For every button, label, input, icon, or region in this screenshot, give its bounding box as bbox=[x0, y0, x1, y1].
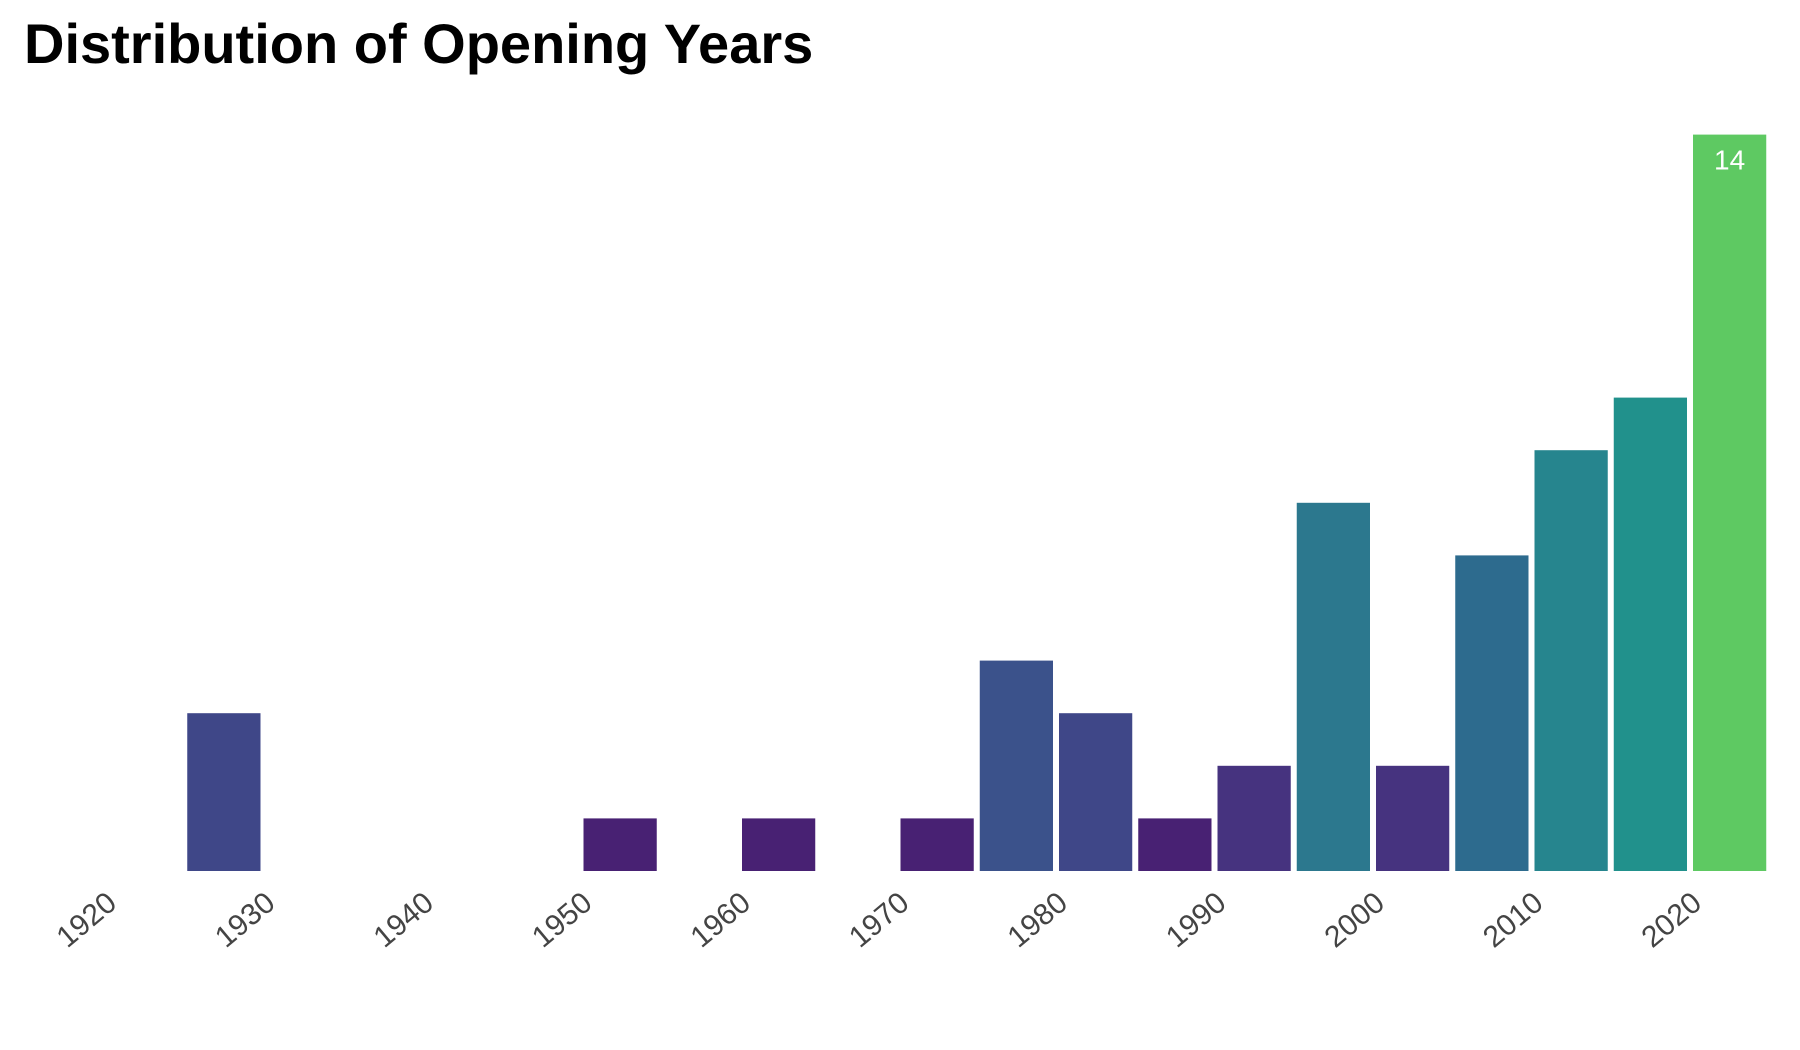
x-tick-label-2000: 2000 bbox=[1319, 886, 1391, 954]
bar-2020 bbox=[1693, 134, 1767, 872]
x-tick-label-1920: 1920 bbox=[51, 886, 123, 954]
x-tick-label-2010: 2010 bbox=[1477, 886, 1549, 954]
bar-2015 bbox=[1613, 397, 1687, 871]
x-tick-label-1940: 1940 bbox=[368, 886, 440, 954]
bar-1960 bbox=[742, 818, 816, 871]
data-label-2020: 14 bbox=[1714, 145, 1745, 176]
x-axis-ticks: 1920 1930 1940 1950 1960 1970 1980 1990 2000 2010… bbox=[51, 886, 1708, 954]
x-tick-label-1960: 1960 bbox=[685, 886, 757, 954]
data-labels-group: 14 bbox=[1714, 145, 1745, 176]
x-tick-label-1970: 1970 bbox=[843, 886, 915, 954]
x-tick-label-1980: 1980 bbox=[1002, 886, 1074, 954]
bar-1995 bbox=[1296, 502, 1370, 871]
x-tick-label-1930: 1930 bbox=[209, 886, 281, 954]
bar-1980 bbox=[1059, 713, 1133, 871]
bar-1925 bbox=[187, 713, 261, 871]
bars-group bbox=[187, 134, 1767, 872]
bar-2000 bbox=[1376, 765, 1450, 871]
bar-2005 bbox=[1455, 555, 1529, 871]
bar-1950 bbox=[583, 818, 657, 871]
bar-2010 bbox=[1534, 450, 1608, 871]
bar-1985 bbox=[1138, 818, 1212, 871]
bar-1990 bbox=[1217, 765, 1291, 871]
chart-title: Distribution of Opening Years bbox=[24, 12, 814, 75]
bar-1970 bbox=[900, 818, 974, 871]
bar-1975 bbox=[979, 660, 1053, 871]
x-tick-label-1950: 1950 bbox=[526, 886, 598, 954]
x-tick-label-2020: 2020 bbox=[1636, 886, 1708, 954]
x-tick-label-1990: 1990 bbox=[1160, 886, 1232, 954]
